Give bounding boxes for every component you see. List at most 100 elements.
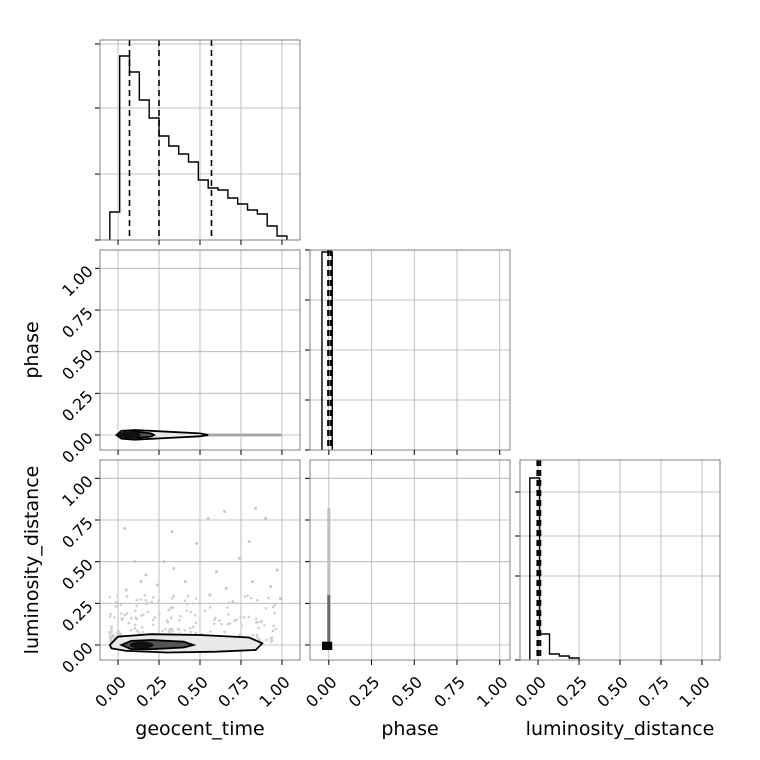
luminosity_distance-vs-geocent_time-cloud-74 bbox=[114, 605, 118, 608]
phase-vs-geocent_time-ytick-label-2: 0.50 bbox=[58, 345, 97, 384]
luminosity_distance-vs-geocent_time-cloud-21 bbox=[114, 600, 118, 604]
luminosity_distance-vs-geocent_time-cloud-160 bbox=[194, 621, 198, 625]
phase-vs-geocent_time-ytick-label-3: 0.75 bbox=[58, 303, 97, 342]
luminosity_distance-vs-phase-content bbox=[321, 508, 333, 650]
luminosity_distance-vs-geocent_time-cloud-135 bbox=[235, 618, 238, 622]
luminosity_distance-vs-geocent_time-cloud-49 bbox=[194, 631, 198, 635]
luminosity_distance-vs-geocent_time-cloud-5 bbox=[142, 613, 145, 616]
luminosity_distance-vs-phase-xtick-label-1: 0.25 bbox=[345, 672, 384, 711]
luminosity_distance-hist-xtick-label-4: 1.00 bbox=[675, 672, 714, 711]
luminosity_distance-vs-geocent_time-cloud-47 bbox=[115, 594, 119, 598]
luminosity_distance-vs-geocent_time-cloud-182 bbox=[183, 599, 187, 602]
luminosity_distance-hist-content bbox=[529, 460, 580, 660]
luminosity_distance-vs-geocent_time-core bbox=[129, 641, 154, 649]
luminosity_distance-vs-geocent_time-cloud-238 bbox=[110, 627, 113, 630]
luminosity_distance-vs-geocent_time-point-1 bbox=[206, 516, 210, 520]
luminosity_distance-vs-geocent_time-cloud-136 bbox=[140, 625, 144, 629]
luminosity_distance-vs-geocent_time-cloud-256 bbox=[151, 618, 155, 622]
luminosity_distance-vs-geocent_time-cloud-245 bbox=[193, 614, 197, 617]
luminosity_distance-vs-geocent_time-cloud-222 bbox=[108, 595, 112, 599]
luminosity_distance-vs-geocent_time-point-12 bbox=[247, 540, 251, 544]
luminosity_distance-hist-xtick-label-3: 0.75 bbox=[634, 672, 673, 711]
luminosity_distance-vs-geocent_time-content bbox=[108, 506, 282, 654]
luminosity_distance-vs-phase-xtick-label-2: 0.50 bbox=[388, 672, 427, 711]
phase-vs-geocent_time-ytick-label-4: 1.00 bbox=[58, 262, 97, 301]
luminosity_distance-vs-geocent_time-cloud-210 bbox=[273, 611, 276, 615]
luminosity_distance-vs-geocent_time-xtick-label-1: 0.25 bbox=[132, 672, 171, 711]
luminosity_distance-vs-phase-xtick-label-0: 0.00 bbox=[302, 672, 341, 711]
luminosity_distance-vs-geocent_time-cloud-43 bbox=[213, 616, 217, 620]
luminosity_distance-vs-geocent_time-cloud-171 bbox=[191, 602, 195, 605]
luminosity_distance-vs-geocent_time-cloud-102 bbox=[271, 629, 275, 633]
luminosity_distance-vs-geocent_time-point-18 bbox=[224, 586, 228, 590]
luminosity_distance-vs-phase-xtick-label-4: 1.00 bbox=[473, 672, 512, 711]
luminosity_distance-vs-geocent_time-cloud-147 bbox=[227, 601, 231, 604]
luminosity_distance-vs-geocent_time-cloud-86 bbox=[178, 618, 181, 622]
luminosity_distance-vs-geocent_time-cloud-251 bbox=[146, 601, 149, 604]
luminosity_distance-vs-geocent_time-cloud-252 bbox=[269, 640, 273, 643]
luminosity_distance-vs-geocent_time-cloud-82 bbox=[209, 630, 212, 633]
phase-vs-geocent_time-core bbox=[116, 431, 141, 439]
luminosity_distance-vs-phase-panel: 0.00 0.25 0.50 0.75 1.00 bbox=[302, 459, 512, 711]
luminosity_distance-vs-geocent_time-cloud-259 bbox=[239, 615, 243, 619]
luminosity_distance-vs-geocent_time-cloud-218 bbox=[151, 623, 155, 627]
luminosity_distance-vs-geocent_time-point-15 bbox=[278, 596, 282, 600]
luminosity_distance-vs-geocent_time-cloud-36 bbox=[139, 614, 143, 617]
luminosity_distance-vs-geocent_time-cloud-237 bbox=[116, 630, 119, 634]
luminosity_distance-vs-geocent_time-point-10 bbox=[214, 570, 218, 574]
luminosity_distance-vs-geocent_time-point-21 bbox=[208, 593, 212, 597]
luminosity_distance-vs-geocent_time-point-24 bbox=[275, 568, 279, 572]
luminosity_distance-vs-geocent_time-cloud-125 bbox=[133, 623, 137, 627]
luminosity_distance-vs-geocent_time-cloud-137 bbox=[120, 618, 124, 622]
luminosity_distance-vs-geocent_time-cloud-246 bbox=[273, 603, 277, 607]
luminosity_distance-vs-geocent_time-cloud-234 bbox=[133, 627, 137, 630]
luminosity_distance-vs-geocent_time-point-17 bbox=[183, 580, 187, 584]
luminosity_distance-vs-geocent_time-cloud-11 bbox=[267, 596, 270, 600]
luminosity_distance-vs-geocent_time-cloud-240 bbox=[269, 636, 273, 640]
phase-vs-geocent_time-ytick-label-0: 0.00 bbox=[58, 428, 97, 467]
luminosity_distance-vs-geocent_time-cloud-69 bbox=[108, 615, 112, 618]
luminosity_distance-vs-geocent_time-cloud-224 bbox=[135, 598, 139, 602]
luminosity_distance-vs-geocent_time-cloud-257 bbox=[189, 610, 192, 614]
luminosity_distance-vs-geocent_time-cloud-207 bbox=[109, 612, 112, 616]
luminosity_distance-vs-geocent_time-cloud-12 bbox=[119, 632, 123, 636]
ylabel-phase: phase bbox=[21, 321, 43, 378]
phase-hist-frame bbox=[309, 249, 511, 451]
luminosity_distance-hist-xtick-label-0: 0.00 bbox=[511, 672, 550, 711]
luminosity_distance-vs-phase-column bbox=[327, 508, 331, 642]
luminosity_distance-vs-geocent_time-cloud-110 bbox=[257, 626, 260, 630]
luminosity_distance-vs-geocent_time-cloud-146 bbox=[157, 601, 160, 604]
luminosity_distance-vs-geocent_time-cloud-208 bbox=[165, 619, 169, 622]
luminosity_distance-vs-geocent_time-cloud-79 bbox=[185, 602, 189, 606]
luminosity_distance-vs-geocent_time-point-23 bbox=[231, 600, 235, 604]
luminosity_distance-vs-geocent_time-xtick-label-4: 1.00 bbox=[255, 672, 294, 711]
luminosity_distance-vs-geocent_time-cloud-44 bbox=[139, 598, 143, 601]
luminosity_distance-vs-geocent_time-cloud-217 bbox=[191, 625, 195, 629]
luminosity_distance-vs-geocent_time-cloud-128 bbox=[237, 633, 241, 637]
luminosity_distance-vs-geocent_time-cloud-84 bbox=[170, 597, 174, 600]
luminosity_distance-vs-geocent_time-cloud-85 bbox=[255, 633, 259, 637]
luminosity_distance-vs-geocent_time-point-11 bbox=[237, 556, 241, 560]
luminosity_distance-vs-geocent_time-cloud-239 bbox=[217, 619, 221, 623]
luminosity_distance-vs-geocent_time-ytick-label-2: 0.50 bbox=[58, 555, 97, 594]
luminosity_distance-vs-geocent_time-cloud-198 bbox=[233, 619, 236, 623]
luminosity_distance-vs-geocent_time-cloud-143 bbox=[183, 628, 187, 632]
luminosity_distance-vs-geocent_time-cloud-89 bbox=[203, 609, 207, 613]
luminosity_distance-vs-geocent_time-cloud-214 bbox=[251, 633, 255, 637]
luminosity_distance-vs-geocent_time-ytick-label-1: 0.25 bbox=[58, 597, 97, 636]
xlabel-luminosity_distance: luminosity_distance bbox=[526, 718, 715, 740]
luminosity_distance-vs-geocent_time-cloud-95 bbox=[254, 617, 258, 621]
luminosity_distance-vs-phase-column-dense bbox=[327, 595, 331, 642]
geocent_time-hist-step bbox=[109, 55, 288, 240]
luminosity_distance-vs-geocent_time-cloud-219 bbox=[116, 632, 119, 636]
luminosity_distance-vs-geocent_time-cloud-170 bbox=[247, 615, 251, 619]
luminosity_distance-vs-geocent_time-cloud-77 bbox=[110, 625, 113, 628]
luminosity_distance-vs-geocent_time-cloud-113 bbox=[161, 629, 164, 633]
luminosity_distance-vs-geocent_time-xtick-label-0: 0.00 bbox=[91, 672, 130, 711]
luminosity_distance-vs-geocent_time-cloud-72 bbox=[220, 622, 223, 626]
ylabel-luminosity_distance: luminosity_distance bbox=[21, 466, 43, 655]
luminosity_distance-vs-geocent_time-cloud-127 bbox=[157, 599, 161, 602]
luminosity_distance-vs-geocent_time-cloud-104 bbox=[127, 621, 131, 625]
luminosity_distance-vs-geocent_time-point-14 bbox=[268, 585, 272, 589]
